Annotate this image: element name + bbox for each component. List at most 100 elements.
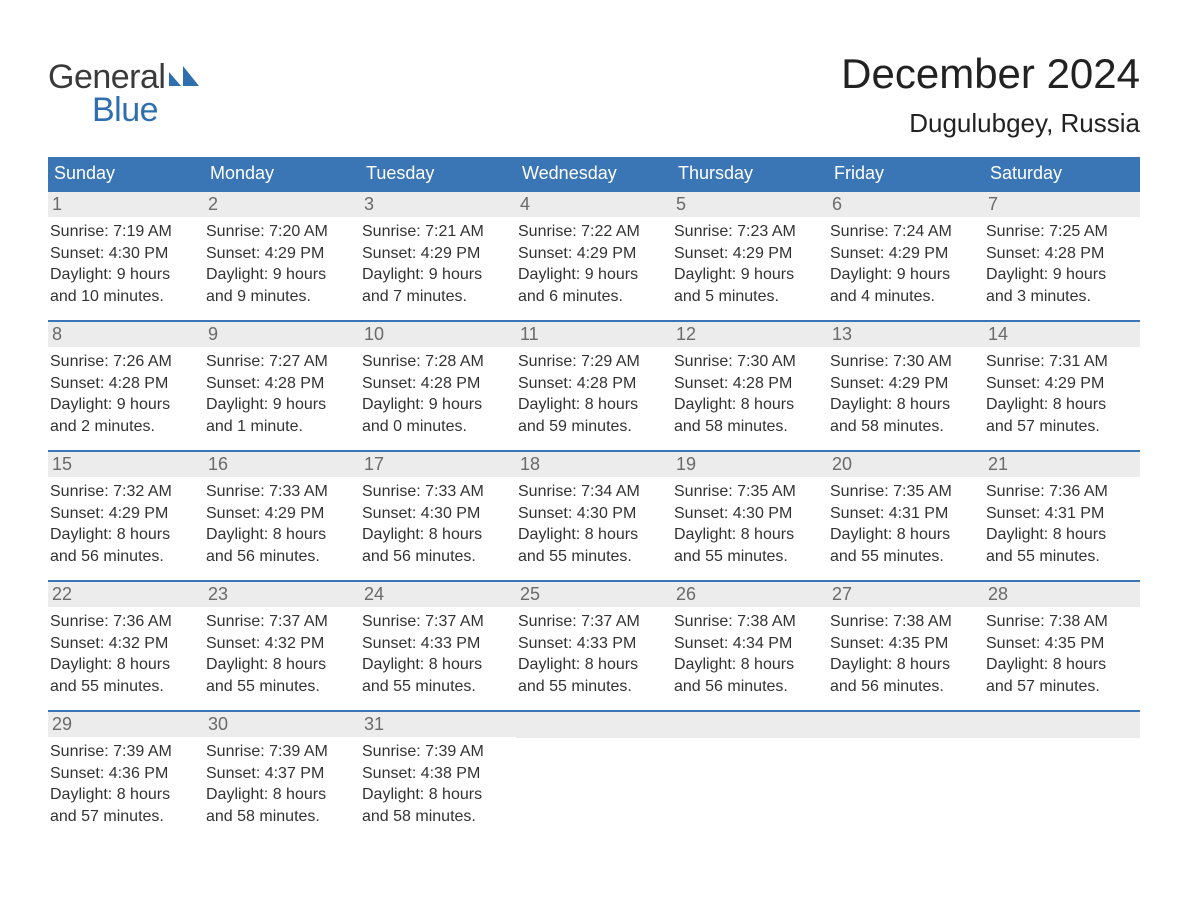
day-num-row <box>516 712 672 738</box>
day-sunrise: Sunrise: 7:22 AM <box>518 221 666 243</box>
day-cell: 10Sunrise: 7:28 AMSunset: 4:28 PMDayligh… <box>360 322 516 450</box>
header: General Blue December 2024 Dugulubgey, R… <box>48 50 1140 139</box>
day-sunset: Sunset: 4:31 PM <box>830 503 978 525</box>
day-cell: 25Sunrise: 7:37 AMSunset: 4:33 PMDayligh… <box>516 582 672 710</box>
day-num: 11 <box>520 324 539 344</box>
day-sunset: Sunset: 4:31 PM <box>986 503 1134 525</box>
title-block: December 2024 Dugulubgey, Russia <box>841 50 1140 139</box>
day-dl2: and 5 minutes. <box>674 286 822 308</box>
day-header: Monday <box>204 157 360 190</box>
day-dl2: and 55 minutes. <box>986 546 1134 568</box>
day-header: Thursday <box>672 157 828 190</box>
day-sunrise: Sunrise: 7:38 AM <box>674 611 822 633</box>
day-cell: 31Sunrise: 7:39 AMSunset: 4:38 PMDayligh… <box>360 712 516 840</box>
day-dl1: Daylight: 8 hours <box>50 524 198 546</box>
day-dl2: and 4 minutes. <box>830 286 978 308</box>
day-sunrise: Sunrise: 7:27 AM <box>206 351 354 373</box>
day-sunset: Sunset: 4:29 PM <box>674 243 822 265</box>
day-num-row: 6 <box>828 192 984 217</box>
day-sunrise: Sunrise: 7:39 AM <box>206 741 354 763</box>
day-num-row: 3 <box>360 192 516 217</box>
day-sunset: Sunset: 4:29 PM <box>830 243 978 265</box>
week-row: 22Sunrise: 7:36 AMSunset: 4:32 PMDayligh… <box>48 580 1140 710</box>
day-sunrise: Sunrise: 7:38 AM <box>830 611 978 633</box>
day-dl1: Daylight: 8 hours <box>206 524 354 546</box>
day-sunset: Sunset: 4:28 PM <box>362 373 510 395</box>
day-num: 20 <box>832 454 852 474</box>
day-dl1: Daylight: 9 hours <box>518 264 666 286</box>
day-sunrise: Sunrise: 7:26 AM <box>50 351 198 373</box>
day-dl2: and 9 minutes. <box>206 286 354 308</box>
day-sunset: Sunset: 4:33 PM <box>362 633 510 655</box>
location: Dugulubgey, Russia <box>841 108 1140 139</box>
day-sunset: Sunset: 4:29 PM <box>206 503 354 525</box>
day-dl2: and 58 minutes. <box>830 416 978 438</box>
day-num: 9 <box>208 324 218 344</box>
day-sunrise: Sunrise: 7:23 AM <box>674 221 822 243</box>
day-dl2: and 58 minutes. <box>674 416 822 438</box>
day-dl2: and 1 minute. <box>206 416 354 438</box>
day-cell: 3Sunrise: 7:21 AMSunset: 4:29 PMDaylight… <box>360 192 516 320</box>
day-num-row: 7 <box>984 192 1140 217</box>
day-sunrise: Sunrise: 7:37 AM <box>206 611 354 633</box>
day-dl1: Daylight: 8 hours <box>518 524 666 546</box>
day-cell: 18Sunrise: 7:34 AMSunset: 4:30 PMDayligh… <box>516 452 672 580</box>
day-dl2: and 0 minutes. <box>362 416 510 438</box>
day-dl2: and 10 minutes. <box>50 286 198 308</box>
day-sunset: Sunset: 4:28 PM <box>206 373 354 395</box>
day-cell: 24Sunrise: 7:37 AMSunset: 4:33 PMDayligh… <box>360 582 516 710</box>
day-cell: 17Sunrise: 7:33 AMSunset: 4:30 PMDayligh… <box>360 452 516 580</box>
day-num: 4 <box>520 194 530 214</box>
day-cell: 23Sunrise: 7:37 AMSunset: 4:32 PMDayligh… <box>204 582 360 710</box>
day-dl2: and 59 minutes. <box>518 416 666 438</box>
day-sunrise: Sunrise: 7:33 AM <box>362 481 510 503</box>
logo: General Blue <box>48 50 199 130</box>
day-cell: 22Sunrise: 7:36 AMSunset: 4:32 PMDayligh… <box>48 582 204 710</box>
day-dl2: and 58 minutes. <box>206 806 354 828</box>
day-sunset: Sunset: 4:33 PM <box>518 633 666 655</box>
day-sunrise: Sunrise: 7:25 AM <box>986 221 1134 243</box>
day-sunset: Sunset: 4:29 PM <box>986 373 1134 395</box>
day-num-row: 5 <box>672 192 828 217</box>
day-dl1: Daylight: 9 hours <box>830 264 978 286</box>
day-sunset: Sunset: 4:29 PM <box>830 373 978 395</box>
day-sunset: Sunset: 4:29 PM <box>518 243 666 265</box>
day-sunset: Sunset: 4:29 PM <box>362 243 510 265</box>
day-num-row: 26 <box>672 582 828 607</box>
day-dl2: and 6 minutes. <box>518 286 666 308</box>
day-sunrise: Sunrise: 7:30 AM <box>674 351 822 373</box>
day-cell: 1Sunrise: 7:19 AMSunset: 4:30 PMDaylight… <box>48 192 204 320</box>
day-sunrise: Sunrise: 7:21 AM <box>362 221 510 243</box>
day-num: 15 <box>52 454 72 474</box>
day-dl2: and 55 minutes. <box>830 546 978 568</box>
day-cell: 8Sunrise: 7:26 AMSunset: 4:28 PMDaylight… <box>48 322 204 450</box>
day-cell: 20Sunrise: 7:35 AMSunset: 4:31 PMDayligh… <box>828 452 984 580</box>
day-num-row: 16 <box>204 452 360 477</box>
day-cell: 9Sunrise: 7:27 AMSunset: 4:28 PMDaylight… <box>204 322 360 450</box>
day-num-row: 20 <box>828 452 984 477</box>
day-num: 19 <box>676 454 696 474</box>
week-row: 29Sunrise: 7:39 AMSunset: 4:36 PMDayligh… <box>48 710 1140 840</box>
day-cell: 19 Sunrise: 7:35 AMSunset: 4:30 PMDayligh… <box>672 452 828 580</box>
day-dl2: and 57 minutes. <box>986 676 1134 698</box>
day-sunset: Sunset: 4:29 PM <box>206 243 354 265</box>
day-sunset: Sunset: 4:30 PM <box>674 503 822 525</box>
day-dl1: Daylight: 8 hours <box>674 524 822 546</box>
week-row: 1Sunrise: 7:19 AMSunset: 4:30 PMDaylight… <box>48 190 1140 320</box>
day-num: 1 <box>52 194 62 214</box>
day-dl1: Daylight: 8 hours <box>830 524 978 546</box>
day-sunrise: Sunrise: 7:19 AM <box>50 221 198 243</box>
day-sunrise: Sunrise: 7:28 AM <box>362 351 510 373</box>
day-sunrise: Sunrise: 7:35 AM <box>674 481 822 503</box>
day-dl2: and 55 minutes. <box>206 676 354 698</box>
day-sunset: Sunset: 4:35 PM <box>830 633 978 655</box>
day-dl2: and 56 minutes. <box>830 676 978 698</box>
day-sunset: Sunset: 4:28 PM <box>986 243 1134 265</box>
day-dl1: Daylight: 9 hours <box>986 264 1134 286</box>
day-num: 24 <box>364 584 384 604</box>
day-dl2: and 2 minutes. <box>50 416 198 438</box>
day-header: Sunday <box>48 157 204 190</box>
day-dl1: Daylight: 8 hours <box>830 654 978 676</box>
day-num: 30 <box>208 714 228 734</box>
day-num-row: 10 <box>360 322 516 347</box>
